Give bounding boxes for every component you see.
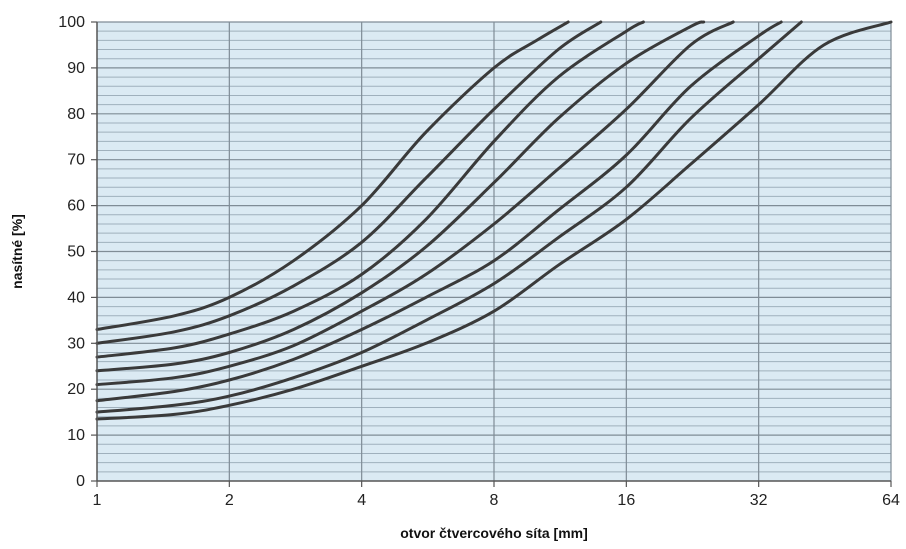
y-tick-labels: 0 10 20 30 40 50 60 70 80 90 100 bbox=[58, 14, 85, 490]
x-tick-label: 64 bbox=[882, 492, 900, 509]
x-tick-label: 2 bbox=[225, 492, 234, 509]
y-tick-label: 0 bbox=[76, 473, 85, 490]
grading-curve-7 bbox=[95, 20, 803, 414]
axes bbox=[91, 21, 892, 487]
y-tick-label: 10 bbox=[67, 427, 85, 444]
y-tick-label: 30 bbox=[67, 335, 85, 352]
major-grid bbox=[97, 21, 892, 481]
x-tick-label: 32 bbox=[750, 492, 768, 509]
x-tick-label: 8 bbox=[490, 492, 499, 509]
grading-curve-3 bbox=[95, 20, 645, 359]
y-tick-label: 100 bbox=[58, 14, 85, 31]
x-tick-label: 4 bbox=[357, 492, 366, 509]
x-axis-title: otvor čtvercového síta [mm] bbox=[400, 525, 588, 541]
grading-curve-1 bbox=[95, 20, 570, 331]
y-tick-label: 20 bbox=[67, 381, 85, 398]
y-tick-label: 50 bbox=[67, 244, 85, 261]
y-tick-label: 40 bbox=[67, 289, 85, 306]
grading-curve-4 bbox=[95, 20, 706, 373]
x-tick-label: 1 bbox=[93, 492, 102, 509]
y-tick-label: 90 bbox=[67, 60, 85, 77]
series-layer bbox=[95, 20, 893, 421]
grading-curve-2 bbox=[95, 20, 603, 345]
grading-curve-6 bbox=[95, 20, 783, 403]
x-tick-label: 16 bbox=[617, 492, 635, 509]
y-tick-label: 70 bbox=[67, 152, 85, 169]
y-tick-label: 60 bbox=[67, 198, 85, 215]
x-tick-labels: 1 2 4 8 16 32 64 bbox=[93, 492, 900, 509]
grading-curve-8 bbox=[95, 20, 893, 421]
grading-curve-5 bbox=[95, 20, 735, 387]
y-tick-label: 80 bbox=[67, 106, 85, 123]
y-axis-title: nasítné [%] bbox=[9, 214, 25, 289]
